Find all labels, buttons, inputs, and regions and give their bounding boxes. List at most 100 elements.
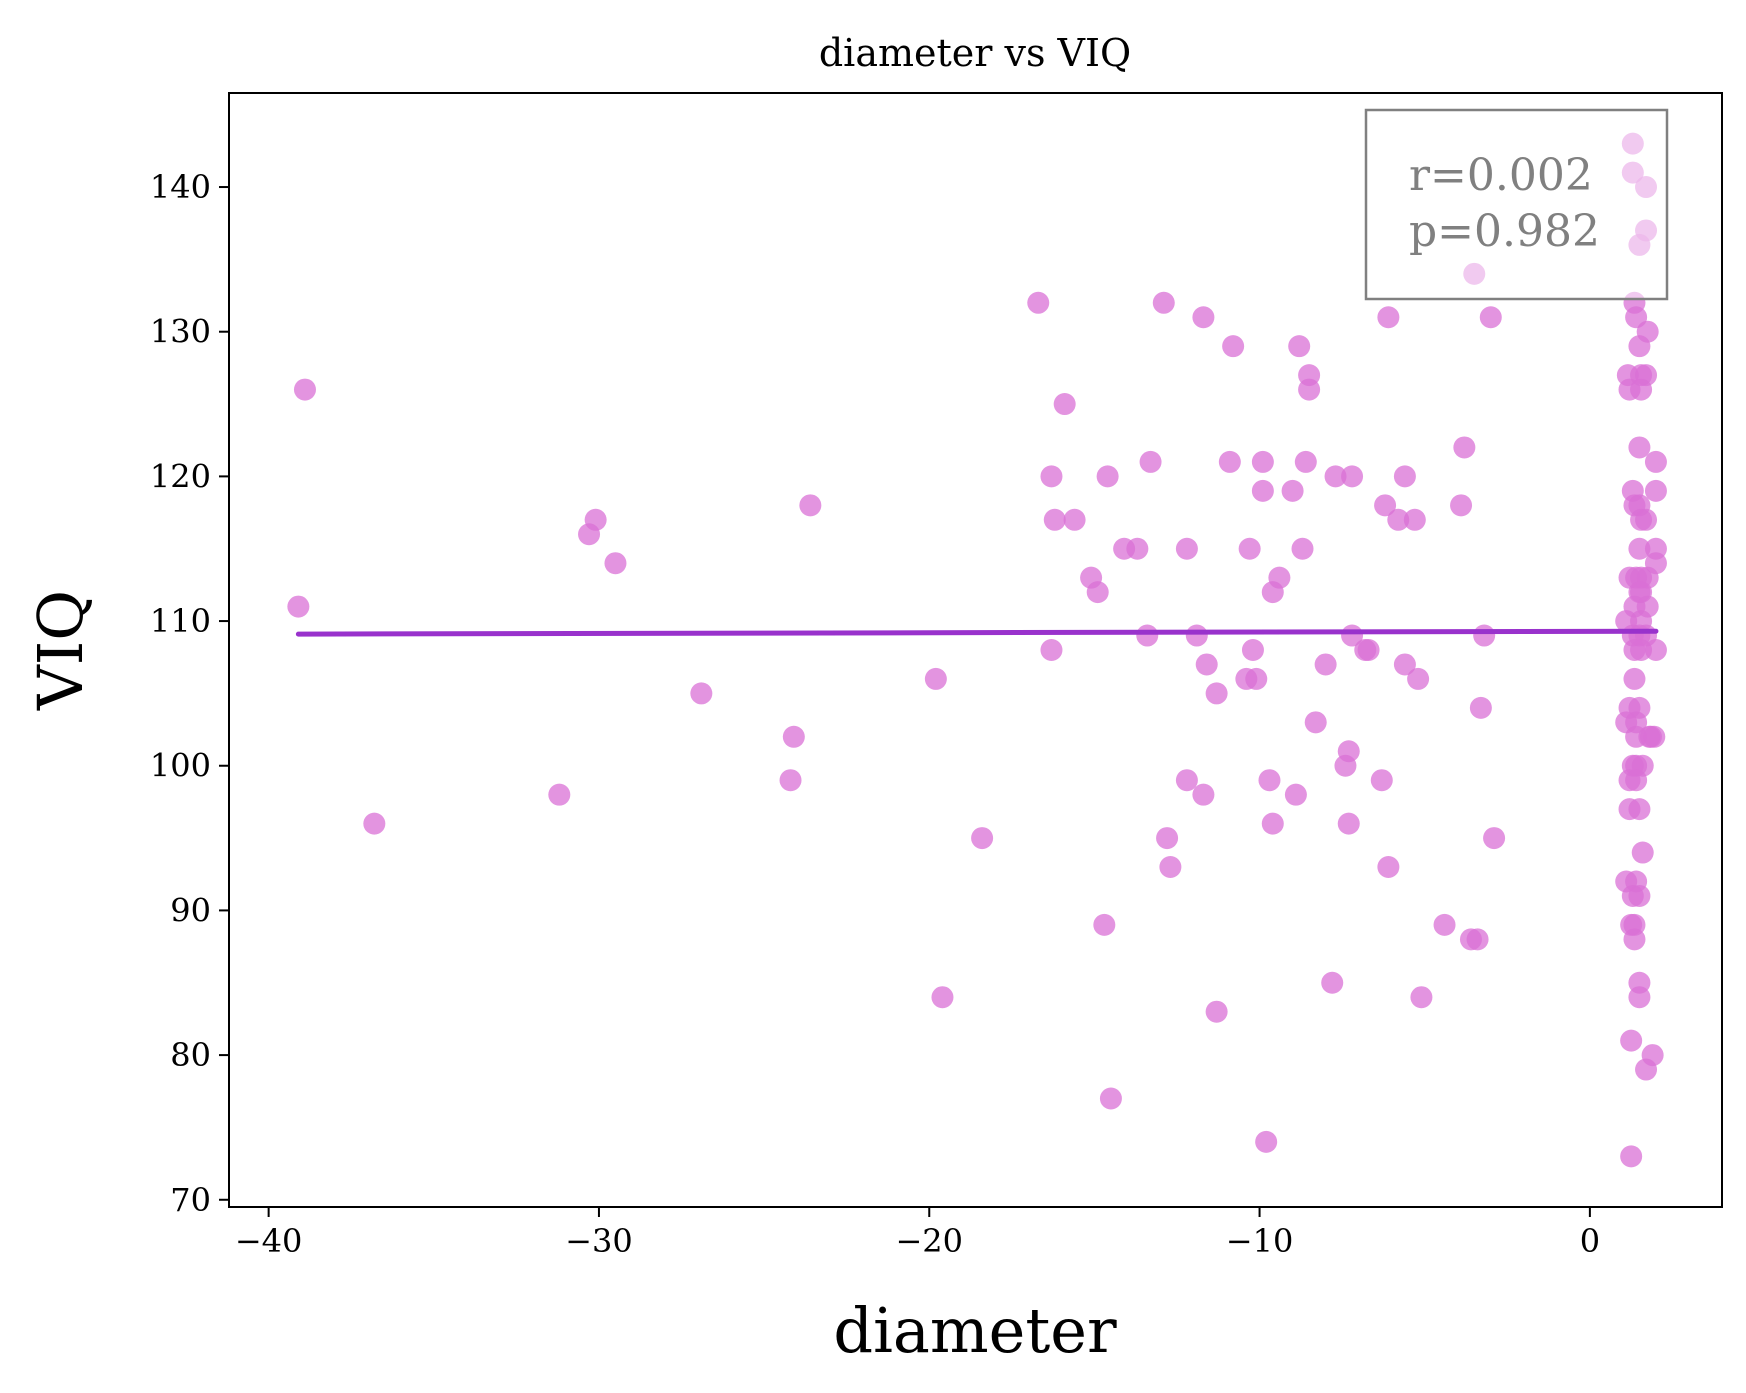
data-point xyxy=(1040,639,1063,661)
data-point xyxy=(1628,696,1651,719)
data-point xyxy=(293,378,316,401)
plot-frame xyxy=(228,92,1723,1208)
data-point xyxy=(1096,465,1119,488)
data-point xyxy=(1185,624,1208,647)
data-point xyxy=(1453,436,1476,459)
data-point xyxy=(1152,291,1175,314)
data-point xyxy=(1393,465,1416,488)
data-point xyxy=(1195,653,1218,676)
data-point xyxy=(1251,450,1274,473)
y-axis-label: VIQ xyxy=(24,590,97,711)
data-point xyxy=(1628,436,1651,459)
data-point xyxy=(1370,769,1393,792)
data-point xyxy=(1043,508,1066,531)
data-point xyxy=(1298,378,1321,401)
data-point xyxy=(1387,508,1410,531)
regression-line-layer xyxy=(295,628,1659,637)
data-point xyxy=(1466,928,1489,951)
data-point xyxy=(1374,494,1397,517)
data-point xyxy=(1337,812,1360,835)
data-point xyxy=(584,508,607,531)
y-tick-label: 130 xyxy=(150,313,211,351)
data-point xyxy=(1205,1000,1228,1023)
data-point xyxy=(799,494,822,517)
data-point xyxy=(548,783,571,806)
data-point xyxy=(779,769,802,792)
data-point xyxy=(1393,653,1416,676)
x-tick-label: −30 xyxy=(565,1222,633,1260)
data-point xyxy=(1126,537,1149,560)
data-point xyxy=(287,595,310,618)
x-tick-label: −20 xyxy=(895,1222,963,1260)
data-point xyxy=(1241,639,1264,661)
data-point xyxy=(1623,667,1646,690)
data-point xyxy=(1093,913,1116,936)
x-tick-label: −40 xyxy=(235,1222,303,1260)
y-tick-label: 140 xyxy=(150,168,211,206)
x-tick-label: 0 xyxy=(1580,1222,1600,1260)
data-point xyxy=(1644,639,1667,661)
data-point xyxy=(1644,552,1667,575)
data-point xyxy=(1053,393,1076,416)
data-point xyxy=(1631,841,1654,864)
data-point xyxy=(1086,581,1109,604)
data-point xyxy=(1636,320,1659,343)
data-point xyxy=(971,827,994,850)
y-tick-label: 120 xyxy=(150,457,211,495)
data-point xyxy=(1284,783,1307,806)
data-point xyxy=(1407,667,1430,690)
data-point xyxy=(1255,1130,1278,1153)
data-point xyxy=(1635,508,1658,531)
y-tick-label: 70 xyxy=(170,1181,211,1219)
data-point xyxy=(1403,508,1426,531)
data-point xyxy=(1469,696,1492,719)
data-point xyxy=(1314,653,1337,676)
data-point xyxy=(1268,566,1291,589)
regression-line xyxy=(295,628,1659,637)
x-axis-label: diameter xyxy=(833,1294,1117,1367)
data-point xyxy=(1628,986,1651,1009)
data-point xyxy=(1620,1029,1643,1052)
data-point xyxy=(1218,450,1241,473)
data-point xyxy=(1479,306,1502,329)
y-tick-label: 100 xyxy=(150,747,211,785)
data-point xyxy=(1251,479,1274,502)
y-tick-label: 90 xyxy=(170,891,211,929)
data-point xyxy=(1357,639,1380,661)
data-point xyxy=(1261,812,1284,835)
data-point xyxy=(1324,465,1347,488)
chart-title: diameter vs VIQ xyxy=(819,31,1131,75)
data-point xyxy=(1377,856,1400,879)
data-point xyxy=(1433,913,1456,936)
data-point xyxy=(1304,711,1327,734)
data-point xyxy=(782,725,805,748)
data-point xyxy=(1410,986,1433,1009)
data-point xyxy=(1631,754,1654,777)
data-point xyxy=(1156,827,1179,850)
data-point xyxy=(1620,1145,1643,1168)
data-point xyxy=(1635,364,1658,387)
data-point xyxy=(1644,479,1667,502)
data-point xyxy=(1321,971,1344,994)
data-point xyxy=(1175,769,1198,792)
y-tick-label: 80 xyxy=(170,1036,211,1074)
data-point xyxy=(924,667,947,690)
data-point xyxy=(1641,1044,1664,1067)
data-point xyxy=(1027,291,1050,314)
data-point xyxy=(1192,306,1215,329)
data-point xyxy=(1099,1087,1122,1110)
data-point xyxy=(1258,769,1281,792)
data-point xyxy=(1450,494,1473,517)
data-point xyxy=(1483,827,1506,850)
data-point xyxy=(1040,465,1063,488)
data-point xyxy=(1291,537,1314,560)
data-point xyxy=(1288,335,1311,358)
x-tick-label: −10 xyxy=(1226,1222,1294,1260)
data-point xyxy=(604,552,627,575)
data-point xyxy=(1136,624,1159,647)
data-point xyxy=(1281,479,1304,502)
data-point xyxy=(1341,465,1364,488)
data-point xyxy=(1159,856,1182,879)
